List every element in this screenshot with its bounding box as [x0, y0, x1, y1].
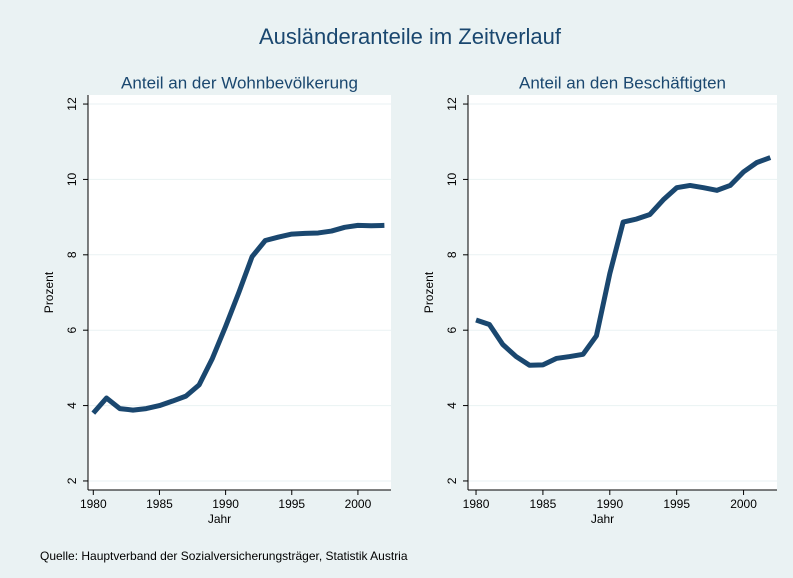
x-tick-label: 1995 [278, 497, 305, 511]
y-tick-label: 6 [445, 327, 459, 334]
x-tick-label: 1985 [146, 497, 173, 511]
panel-title: Anteil an der Wohnbevölkerung [121, 73, 358, 92]
y-tick-label: 10 [65, 172, 79, 186]
y-tick-label: 2 [65, 477, 79, 484]
x-tick-label: 1990 [596, 497, 623, 511]
x-tick-label: 2000 [345, 497, 372, 511]
source-note: Quelle: Hauptverband der Sozialversicher… [40, 549, 408, 563]
plot-area [468, 95, 777, 490]
x-tick-label: 1980 [80, 497, 107, 511]
x-tick-label: 1990 [212, 497, 239, 511]
y-tick-label: 6 [65, 327, 79, 334]
y-tick-label: 8 [65, 251, 79, 258]
y-tick-label: 12 [65, 97, 79, 111]
panel-title: Anteil an den Beschäftigten [519, 73, 726, 92]
y-tick-label: 4 [65, 402, 79, 409]
x-tick-label: 1980 [463, 497, 490, 511]
data-line [475, 155, 772, 368]
x-axis-label: Jahr [208, 512, 231, 526]
figure-title: Ausländeranteile im Zeitverlauf [259, 24, 562, 49]
y-tick-label: 10 [445, 172, 459, 186]
x-tick-label: 2000 [730, 497, 757, 511]
y-axis-label: Prozent [42, 271, 56, 313]
x-axis-label: Jahr [591, 512, 614, 526]
y-tick-label: 4 [445, 402, 459, 409]
y-tick-label: 2 [445, 477, 459, 484]
x-tick-label: 1995 [663, 497, 690, 511]
data-line [91, 222, 385, 415]
x-tick-label: 1985 [530, 497, 557, 511]
y-tick-label: 8 [445, 251, 459, 258]
y-tick-label: 12 [445, 97, 459, 111]
y-axis-label: Prozent [422, 271, 436, 313]
